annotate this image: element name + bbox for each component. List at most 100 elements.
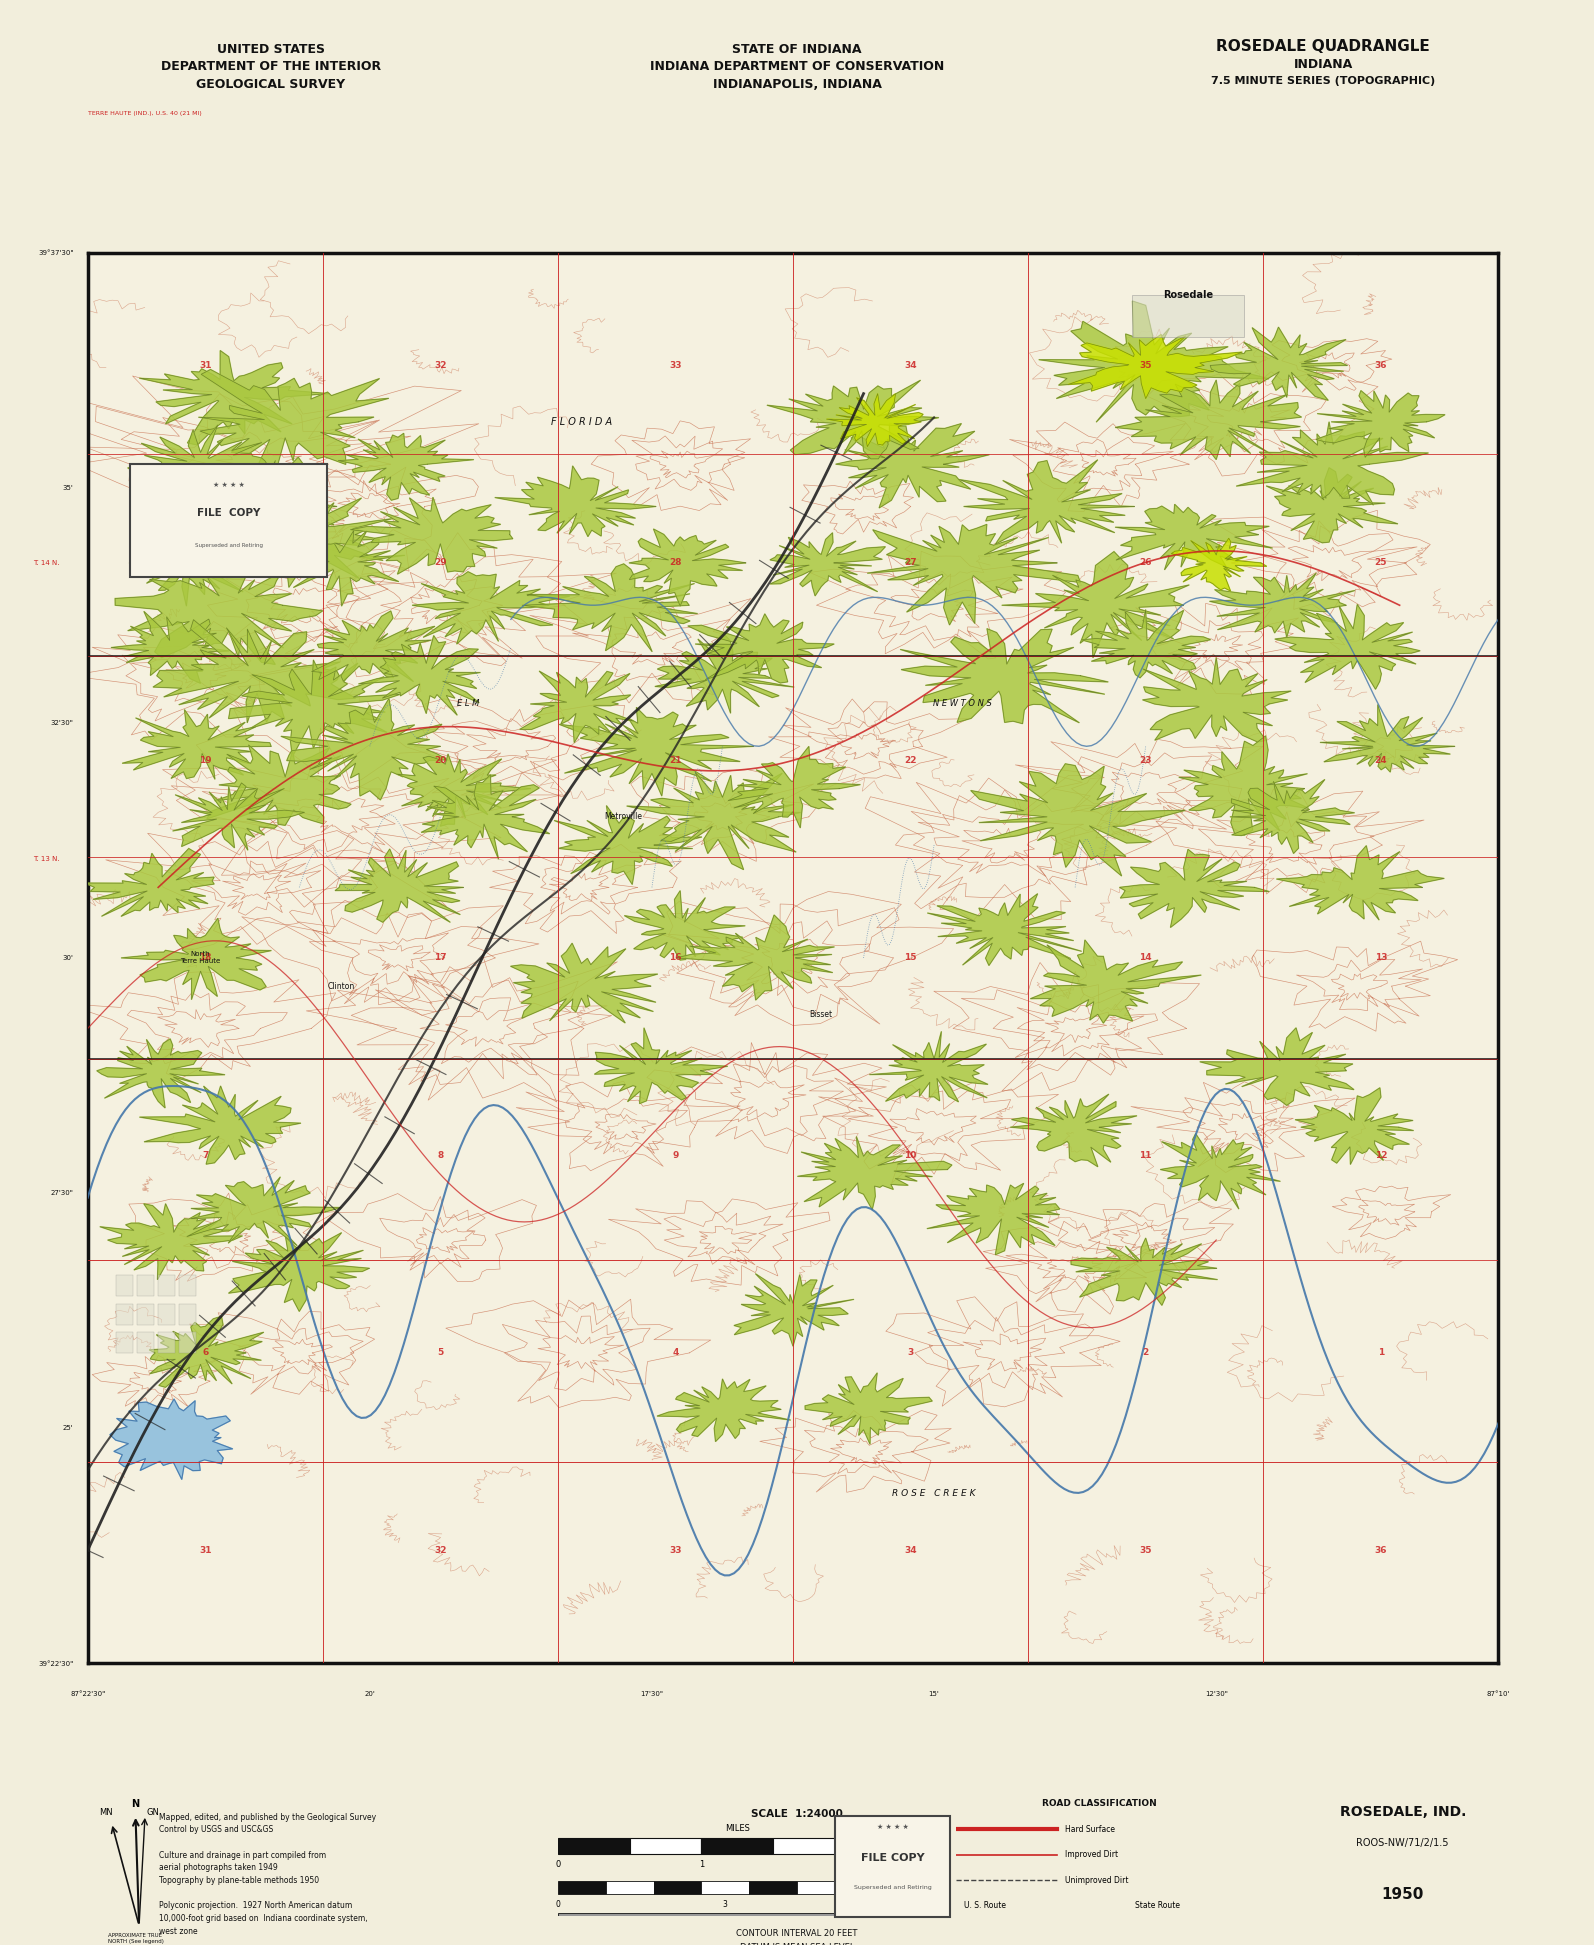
Polygon shape xyxy=(110,1398,233,1480)
Polygon shape xyxy=(625,891,744,961)
Polygon shape xyxy=(1068,335,1242,399)
Text: ROSEDALE QUADRANGLE: ROSEDALE QUADRANGLE xyxy=(1216,39,1430,54)
Text: 13: 13 xyxy=(1374,953,1387,963)
Polygon shape xyxy=(971,764,1186,875)
Text: T. 13 N.: T. 13 N. xyxy=(33,856,59,862)
Polygon shape xyxy=(770,533,885,595)
Text: 23: 23 xyxy=(1140,757,1152,764)
Text: 7: 7 xyxy=(202,1151,209,1159)
Text: 5: 5 xyxy=(437,1348,443,1358)
Text: Topography by plane-table methods 1950: Topography by plane-table methods 1950 xyxy=(159,1875,319,1885)
Polygon shape xyxy=(153,620,355,724)
Polygon shape xyxy=(228,659,400,757)
Text: ★ ★ ★ ★: ★ ★ ★ ★ xyxy=(214,482,244,488)
Text: 34: 34 xyxy=(904,1546,917,1554)
Text: INDIANA: INDIANA xyxy=(1293,58,1353,72)
Text: 28: 28 xyxy=(669,558,682,568)
Text: 17: 17 xyxy=(434,953,446,963)
Text: TERRE HAUTE (IND.), U.S. 40 (21 MI): TERRE HAUTE (IND.), U.S. 40 (21 MI) xyxy=(88,111,201,117)
Text: aerial photographs taken 1949: aerial photographs taken 1949 xyxy=(159,1863,277,1873)
Text: Hard Surface: Hard Surface xyxy=(1065,1824,1116,1834)
Polygon shape xyxy=(312,611,435,681)
Polygon shape xyxy=(835,424,990,508)
Polygon shape xyxy=(413,572,569,644)
Text: 31: 31 xyxy=(199,362,212,370)
Polygon shape xyxy=(689,615,834,683)
Polygon shape xyxy=(1294,1087,1414,1165)
Text: INDIANAPOLIS, INDIANA: INDIANAPOLIS, INDIANA xyxy=(713,78,881,91)
Text: 4: 4 xyxy=(673,1348,679,1358)
Text: Culture and drainage in part compiled from: Culture and drainage in part compiled fr… xyxy=(159,1852,327,1859)
Bar xyxy=(137,1276,155,1297)
Text: 8: 8 xyxy=(437,1151,443,1159)
Bar xyxy=(116,1276,132,1297)
Polygon shape xyxy=(1160,1134,1280,1210)
Text: 35: 35 xyxy=(1140,1546,1152,1554)
Text: 14: 14 xyxy=(1140,953,1152,963)
Text: 17'30": 17'30" xyxy=(641,1692,663,1698)
Polygon shape xyxy=(1200,1027,1353,1105)
Polygon shape xyxy=(421,774,550,860)
Bar xyxy=(158,1303,175,1325)
Text: 18: 18 xyxy=(199,953,212,963)
Polygon shape xyxy=(115,556,322,665)
Text: 1: 1 xyxy=(698,1859,705,1869)
Text: 33: 33 xyxy=(669,362,682,370)
Text: MILES: MILES xyxy=(725,1824,749,1832)
Text: 10: 10 xyxy=(904,1151,917,1159)
Text: 11: 11 xyxy=(1140,1151,1152,1159)
Text: ROAD CLASSIFICATION: ROAD CLASSIFICATION xyxy=(1042,1799,1157,1809)
Polygon shape xyxy=(901,628,1108,724)
Text: 32'30": 32'30" xyxy=(51,720,73,725)
Polygon shape xyxy=(728,747,861,829)
Text: 15: 15 xyxy=(904,953,917,963)
Text: DATUM IS MEAN SEA LEVEL: DATUM IS MEAN SEA LEVEL xyxy=(740,1943,854,1945)
Polygon shape xyxy=(510,943,658,1023)
Polygon shape xyxy=(351,498,513,574)
Polygon shape xyxy=(121,918,271,1000)
Bar xyxy=(1132,296,1245,336)
Bar xyxy=(558,1881,606,1894)
Polygon shape xyxy=(827,393,923,447)
Text: 24: 24 xyxy=(1374,757,1387,764)
Text: 33: 33 xyxy=(669,1546,682,1554)
Polygon shape xyxy=(164,457,336,550)
Bar xyxy=(116,1332,132,1354)
Polygon shape xyxy=(100,1204,242,1280)
Text: 36: 36 xyxy=(1374,1546,1387,1554)
Bar xyxy=(137,1303,155,1325)
Polygon shape xyxy=(1266,467,1398,543)
Bar xyxy=(137,1332,155,1354)
Polygon shape xyxy=(928,893,1082,965)
Text: 3: 3 xyxy=(722,1900,728,1908)
Bar xyxy=(654,1881,701,1894)
Text: 27'30": 27'30" xyxy=(51,1190,73,1196)
Text: North
Terre Haute: North Terre Haute xyxy=(180,951,220,965)
Text: 19: 19 xyxy=(199,757,212,764)
Bar xyxy=(158,1276,175,1297)
Text: N: N xyxy=(131,1799,140,1809)
Text: 27: 27 xyxy=(904,558,917,568)
Polygon shape xyxy=(1237,422,1428,506)
Bar xyxy=(701,1838,773,1854)
Bar xyxy=(797,1881,845,1894)
Bar xyxy=(558,1838,630,1854)
Text: 36: 36 xyxy=(1374,362,1387,370)
Polygon shape xyxy=(1231,780,1355,854)
Text: MN: MN xyxy=(99,1809,113,1817)
Text: Mapped, edited, and published by the Geological Survey: Mapped, edited, and published by the Geo… xyxy=(159,1813,376,1822)
Text: 7: 7 xyxy=(889,1900,896,1908)
Text: 25': 25' xyxy=(62,1426,73,1432)
Polygon shape xyxy=(359,636,480,716)
Polygon shape xyxy=(199,370,389,484)
Text: 2: 2 xyxy=(842,1859,848,1869)
Bar xyxy=(180,1303,196,1325)
Bar xyxy=(606,1881,654,1894)
Bar xyxy=(180,1276,196,1297)
Polygon shape xyxy=(112,611,230,683)
Bar xyxy=(749,1881,797,1894)
Text: 32: 32 xyxy=(434,362,446,370)
Text: 39°22'30": 39°22'30" xyxy=(38,1661,73,1667)
Text: 31: 31 xyxy=(199,1546,212,1554)
Text: 39°37'30": 39°37'30" xyxy=(38,249,73,255)
